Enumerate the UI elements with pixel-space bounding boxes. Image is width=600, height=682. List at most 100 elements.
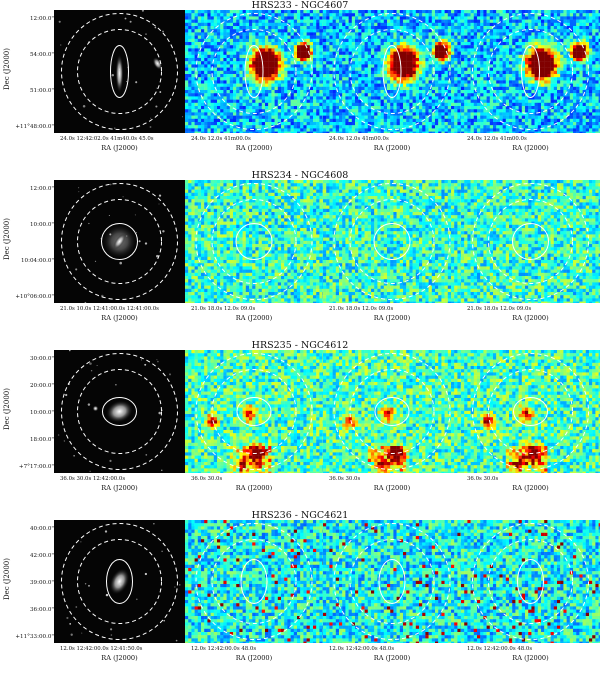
dec-tick-label: 54:00.0" <box>11 52 54 58</box>
background-annulus-outer <box>61 183 178 300</box>
background-annulus-inner <box>488 369 573 454</box>
field-stars <box>66 523 181 642</box>
aperture-overlay <box>472 13 589 130</box>
source-aperture <box>382 45 402 98</box>
dec-tick-label: 10:04:00.0" <box>11 258 54 264</box>
heatmap-pixels <box>323 180 461 303</box>
background-annulus-inner <box>77 539 162 624</box>
dec-tick-label: +10°06:00.0" <box>11 294 54 300</box>
dec-tick-label: 18:00.0" <box>11 437 54 443</box>
dec-tick-label: 51:00.0" <box>11 88 54 94</box>
source-aperture <box>102 397 137 426</box>
background-annulus-outer <box>472 183 589 300</box>
optical-image <box>54 10 185 133</box>
ra-axis-label: RA (J2000) <box>54 655 185 662</box>
background-annulus-inner <box>488 539 573 624</box>
row-title: HRS234 - NGC4608 <box>0 170 600 181</box>
ra-tick-labels: 12.0s 12:42:00.0s 48.0s <box>329 646 457 652</box>
heatmap-pixels <box>461 350 600 473</box>
source-aperture <box>106 559 133 604</box>
dec-tick-label: 20:00.0" <box>11 383 54 389</box>
source-aperture <box>101 223 138 260</box>
background-annulus-outer <box>195 13 313 130</box>
source-aperture <box>517 559 544 604</box>
heatmap-pixels <box>461 180 600 303</box>
optical-panel <box>54 180 185 303</box>
fir-map-panel <box>461 10 600 133</box>
ra-axis-label: RA (J2000) <box>185 145 323 152</box>
aperture-overlay <box>333 183 451 300</box>
background-annulus-outer <box>61 353 178 470</box>
fir-map-panel <box>185 10 323 133</box>
ra-axis-label: RA (J2000) <box>323 655 461 662</box>
aperture-overlay <box>61 523 178 640</box>
row-title: HRS235 - NGC4612 <box>0 340 600 351</box>
galaxy-image <box>109 568 130 595</box>
fir-map-panel <box>461 520 600 643</box>
dec-tick-label: 30:00.0" <box>11 356 54 362</box>
dec-axis-label: Dec (J2000) <box>2 10 12 133</box>
source-aperture <box>236 397 272 426</box>
ra-tick-labels: 24.0s 12:42:02.0s 41m40.0s 45.0s <box>60 136 181 142</box>
fir-map-panel <box>185 180 323 303</box>
fir-map-panel <box>323 180 461 303</box>
heatmap-image <box>185 350 323 473</box>
background-annulus-inner <box>211 199 297 284</box>
ra-tick-labels: 12.0s 12:42:00.0s 48.0s <box>191 646 319 652</box>
heatmap-image <box>185 520 323 643</box>
ra-axis-label: RA (J2000) <box>461 315 600 322</box>
aperture-overlay <box>61 353 178 470</box>
aperture-overlay <box>472 523 589 640</box>
ra-tick-labels: 12.0s 12:42:00.0s 12:41:50.0s <box>60 646 181 652</box>
source-aperture <box>512 223 549 260</box>
ra-tick-labels: 24.0s 12.0s 41m00.0s <box>329 136 457 142</box>
source-aperture <box>110 45 129 98</box>
dec-axis-label: Dec (J2000) <box>2 180 12 303</box>
fir-map-panel <box>323 350 461 473</box>
galaxy-row: HRS235 - NGC4612 Dec (J2000) 30:00.0" 20:00… <box>0 340 600 510</box>
heatmap-image <box>461 10 600 133</box>
dec-tick-label: +11°48:00.0" <box>11 124 54 130</box>
dec-tick-label: 36:00.0" <box>11 607 54 613</box>
source-aperture <box>521 45 540 98</box>
optical-image <box>54 180 185 303</box>
background-annulus-inner <box>211 539 297 624</box>
ra-axis-label: RA (J2000) <box>185 655 323 662</box>
aperture-overlay <box>195 183 313 300</box>
background-annulus-outer <box>333 183 451 300</box>
ra-axis-label: RA (J2000) <box>461 145 600 152</box>
ra-tick-labels: 36.0s 30.0s <box>467 476 596 482</box>
aperture-overlay <box>195 523 313 640</box>
dec-tick-label: 12:00.0" <box>11 186 54 192</box>
dec-axis-label-text: Dec (J2000) <box>3 364 11 454</box>
heatmap-image <box>323 180 461 303</box>
galaxy-image <box>101 223 138 260</box>
ra-axis-label: RA (J2000) <box>461 485 600 492</box>
background-annulus-outer <box>472 523 589 640</box>
source-aperture <box>513 397 548 426</box>
aperture-overlay <box>195 353 313 470</box>
background-annulus-inner <box>488 29 573 114</box>
optical-panel <box>54 350 185 473</box>
dec-tick-label: 10:00.0" <box>11 222 54 228</box>
background-annulus-outer <box>195 353 313 470</box>
optical-panel <box>54 10 185 133</box>
fir-map-panel <box>323 10 461 133</box>
dec-tick-label: 40:00.0" <box>11 526 54 532</box>
dec-tick-label: 10:00.0" <box>11 410 54 416</box>
heatmap-pixels <box>185 350 323 473</box>
aperture-overlay <box>472 183 589 300</box>
ra-tick-labels: 21.0s 18.0s 12.0s 09.0s <box>191 306 319 312</box>
heatmap-pixels <box>461 10 600 133</box>
source-aperture <box>240 559 268 604</box>
background-annulus-outer <box>61 13 178 130</box>
ra-axis-label: RA (J2000) <box>185 485 323 492</box>
dec-axis-label-text: Dec (J2000) <box>3 194 11 284</box>
fir-map-panel <box>461 180 600 303</box>
aperture-overlay <box>195 13 313 130</box>
ra-tick-labels: 36.0s 30.0s 12:42:00.0s <box>60 476 181 482</box>
ra-axis-label: RA (J2000) <box>323 485 461 492</box>
ra-axis-label: RA (J2000) <box>54 315 185 322</box>
background-annulus-inner <box>77 369 162 454</box>
optical-image <box>54 350 185 473</box>
